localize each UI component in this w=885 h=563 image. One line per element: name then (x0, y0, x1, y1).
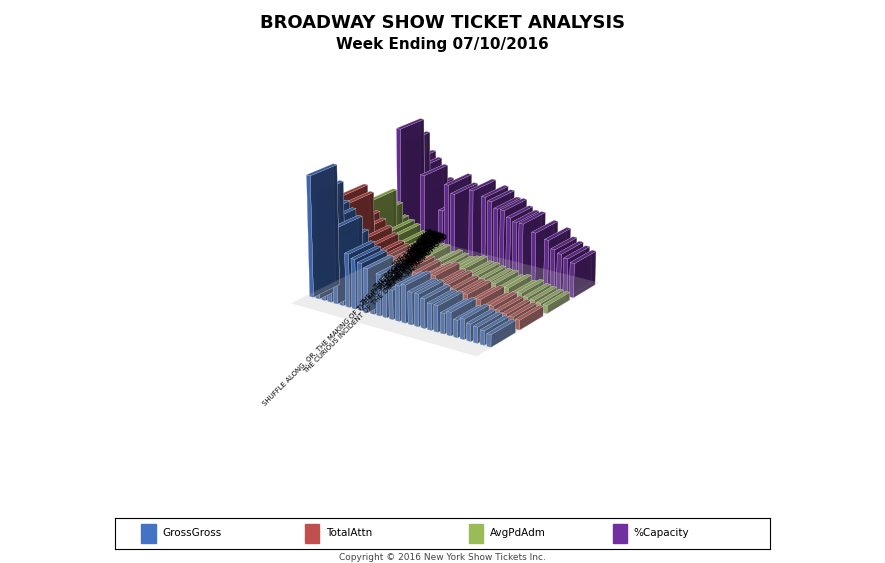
Text: WAITRESS: WAITRESS (407, 229, 436, 258)
Text: HAMILTON: HAMILTON (404, 228, 434, 257)
Text: GrossGross: GrossGross (162, 529, 221, 538)
Bar (612, 524, 627, 543)
Bar (305, 524, 319, 543)
Text: FINDING NEVERLAND: FINDING NEVERLAND (388, 231, 444, 288)
Text: THE CRUCIBLE: THE CRUCIBLE (405, 231, 445, 271)
Text: SOMETHING ROTTEN!: SOMETHING ROTTEN! (386, 231, 443, 288)
Text: JERSEY BOYS: JERSEY BOYS (412, 232, 447, 268)
Text: THE PHANTOM OF THE OPERA: THE PHANTOM OF THE OPERA (359, 229, 437, 307)
Text: THE LION KING: THE LION KING (392, 228, 433, 269)
Text: THE BOOK OF MORMON: THE BOOK OF MORMON (373, 229, 435, 291)
Text: FUN HOME: FUN HOME (418, 233, 449, 263)
Text: THE CURIOUS INCIDENT OF THE DOG IN THE NIGHT-TIME: THE CURIOUS INCIDENT OF THE DOG IN THE N… (303, 232, 446, 375)
Text: TotalAttn: TotalAttn (326, 529, 373, 538)
Text: AvgPdAdm: AvgPdAdm (489, 529, 545, 538)
Text: THE HUMANS: THE HUMANS (407, 231, 445, 269)
Text: CHICAGO: CHICAGO (419, 232, 447, 259)
Text: KINKY BOOTS: KINKY BOOTS (405, 231, 442, 268)
Text: Copyright © 2016 New York Show Tickets Inc.: Copyright © 2016 New York Show Tickets I… (339, 553, 546, 562)
Text: BROADWAY SHOW TICKET ANALYSIS: BROADWAY SHOW TICKET ANALYSIS (260, 14, 625, 32)
Text: FIDDLER ON THE ROOF: FIDDLER ON THE ROOF (379, 230, 440, 291)
Text: AN AMERICAN IN PARIS: AN AMERICAN IN PARIS (383, 231, 443, 292)
Text: LES MISÉRABLES: LES MISÉRABLES (392, 229, 438, 275)
Text: ALADDIN: ALADDIN (408, 229, 435, 254)
Text: THE COLOR PURPLE: THE COLOR PURPLE (389, 230, 442, 283)
Text: AN ACT OF GOD: AN ACT OF GOD (405, 233, 450, 276)
Text: WICKED: WICKED (410, 228, 434, 252)
Text: Week Ending 07/10/2016: Week Ending 07/10/2016 (336, 37, 549, 52)
Text: BEAUTIFUL: BEAUTIFUL (410, 230, 441, 261)
Text: FULLY COMMITTED: FULLY COMMITTED (398, 232, 448, 282)
Text: SCHOOL OF ROCK: SCHOOL OF ROCK (388, 229, 435, 277)
Bar (142, 524, 156, 543)
Text: PARAMOUR: PARAMOUR (406, 230, 438, 261)
Text: SHUFFLE ALONG, OR, THE MAKING OF THE MUSICAL SENSATION OF ...: SHUFFLE ALONG, OR, THE MAKING OF THE MUS… (262, 230, 439, 406)
Text: ON YOUR FEET!: ON YOUR FEET! (399, 230, 442, 273)
Text: SHE LOVES ME: SHE LOVES ME (400, 230, 440, 270)
Text: MATILDA: MATILDA (411, 229, 436, 254)
Text: %Capacity: %Capacity (634, 529, 689, 538)
Bar (469, 524, 483, 543)
